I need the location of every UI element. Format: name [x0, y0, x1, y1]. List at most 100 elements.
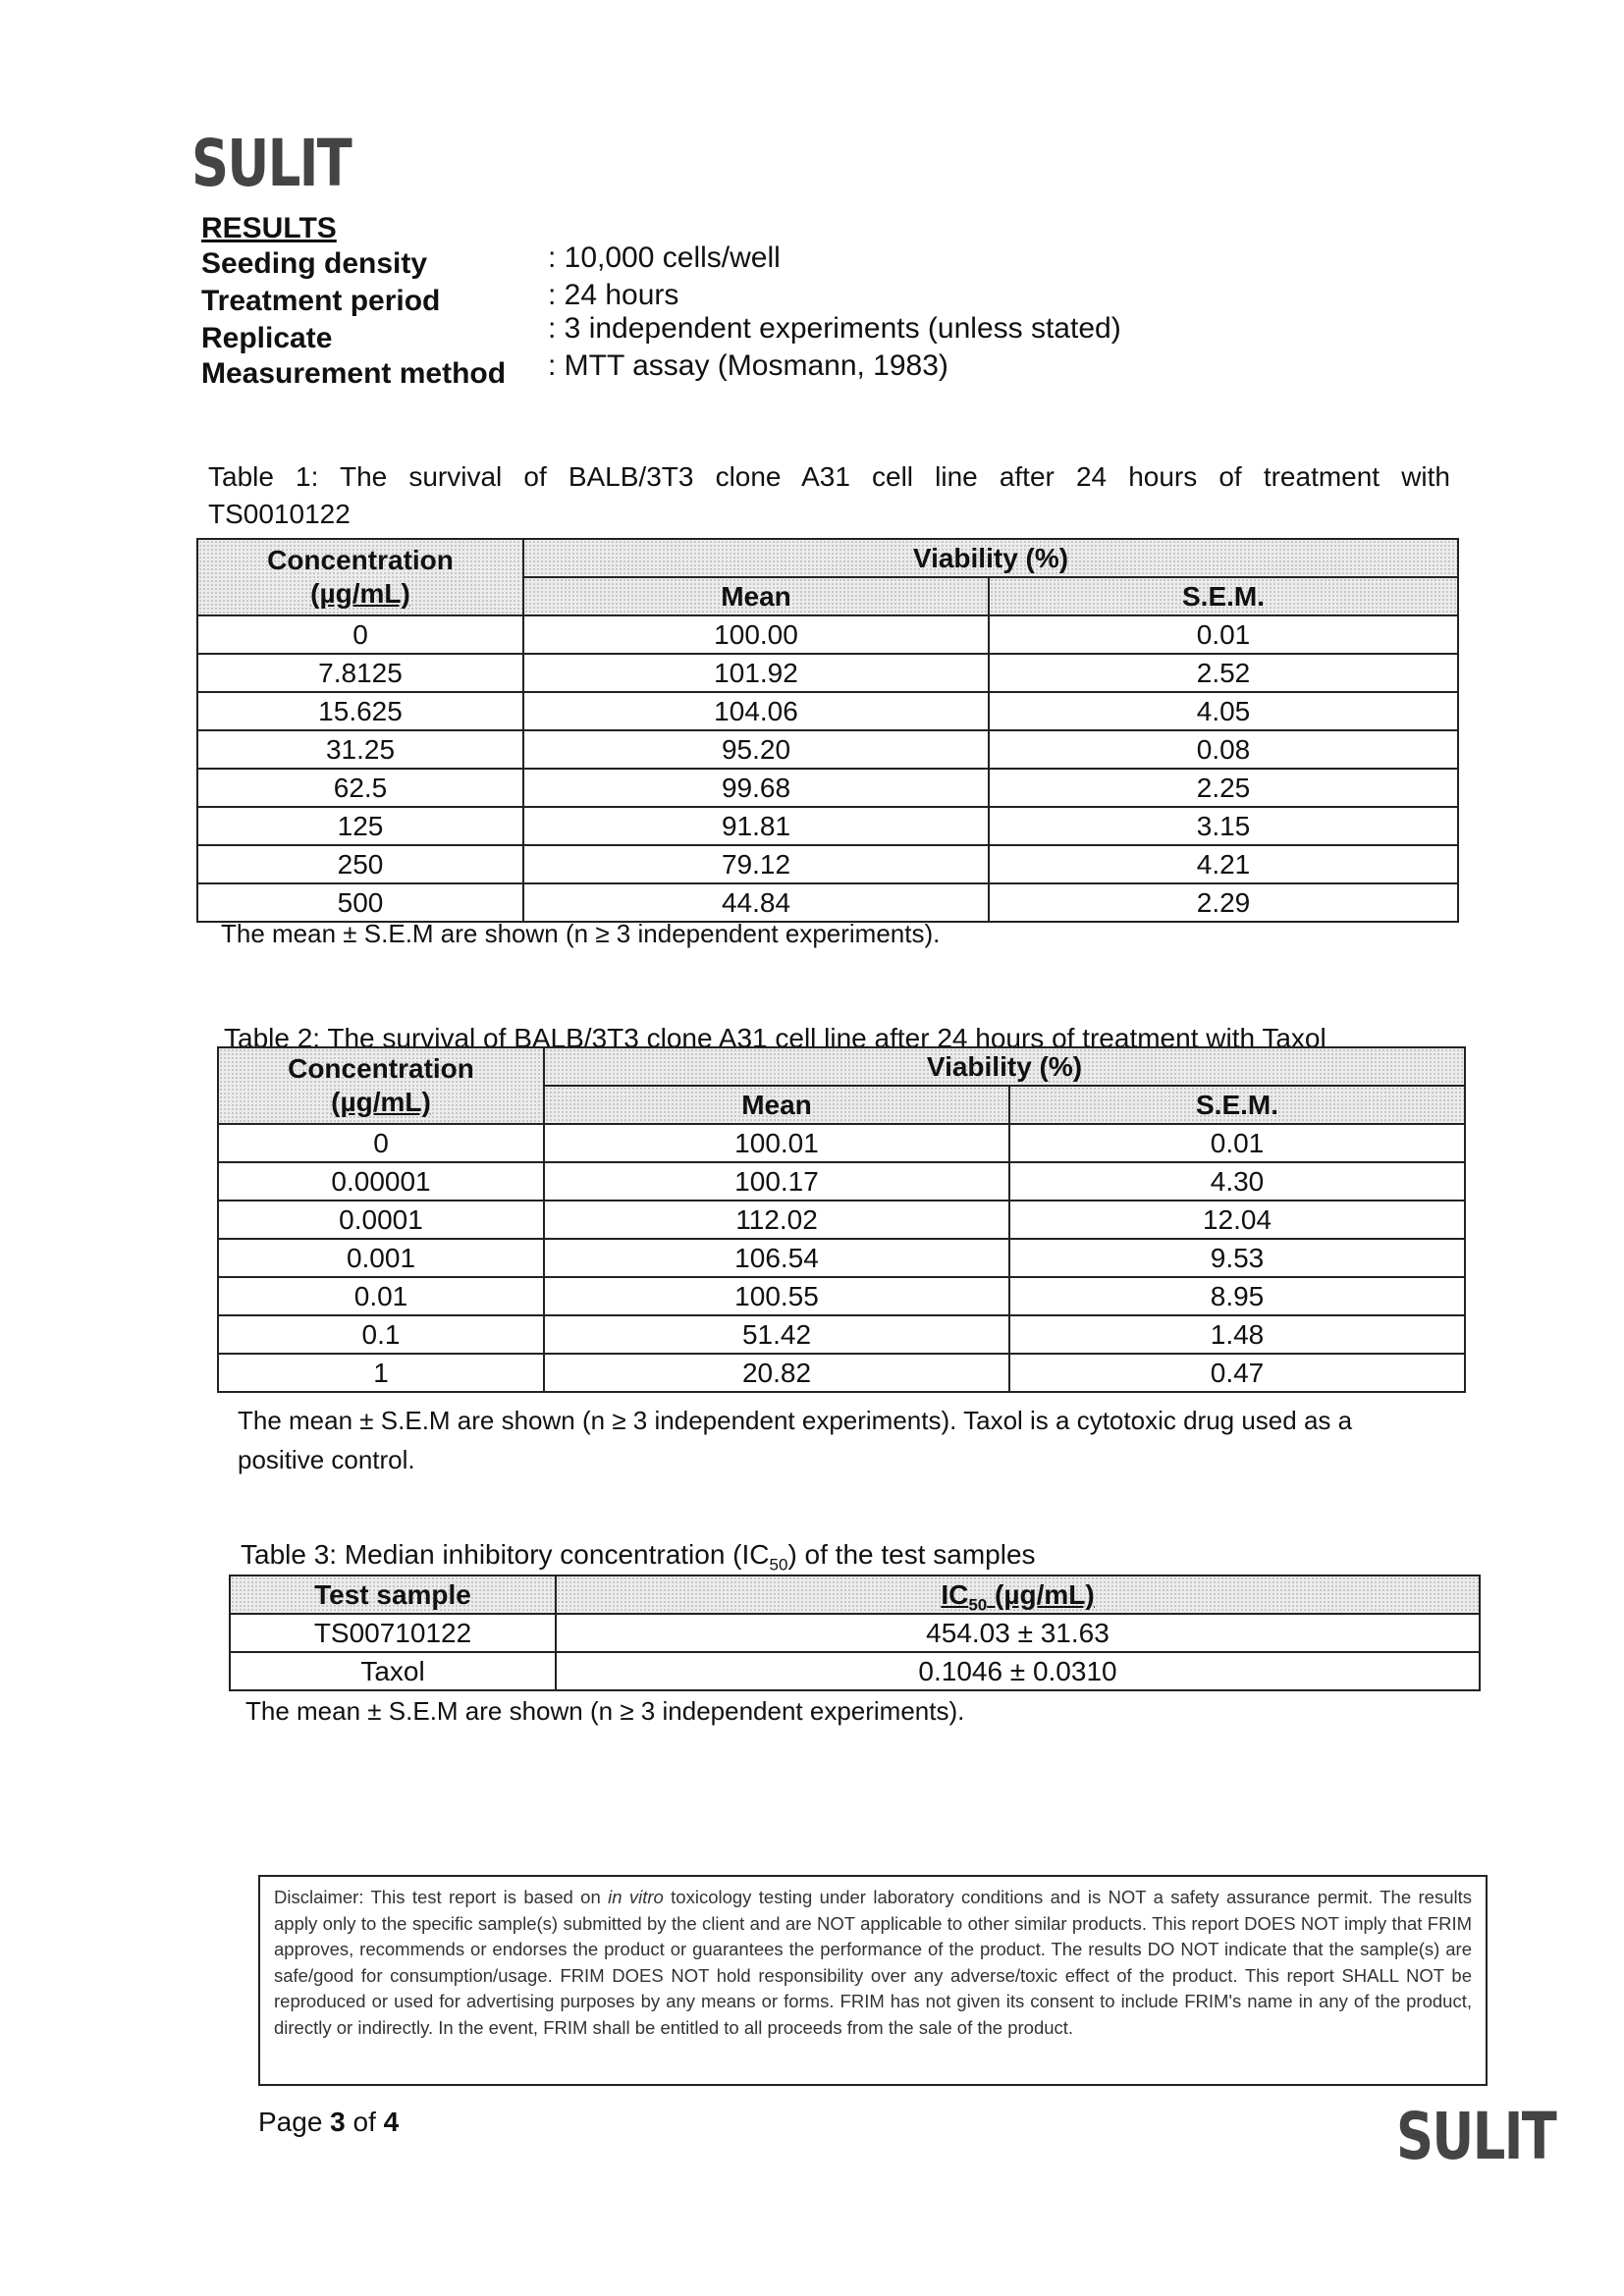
- table-row: 15.625 104.06 4.05: [196, 691, 1459, 731]
- table-cell: 100.00: [522, 614, 990, 655]
- table-cell: 15.625: [196, 691, 524, 731]
- info-label: Treatment period: [201, 285, 441, 317]
- table-row: 500 44.84 2.29: [196, 882, 1459, 923]
- page-number: Page 3 of 4: [258, 2107, 400, 2137]
- header-sem: S.E.M.: [988, 576, 1459, 616]
- disclaimer-box: Disclaimer: This test report is based on…: [258, 1875, 1488, 2086]
- info-label: Measurement method: [201, 357, 507, 390]
- table3: Test sample IC50 (µg/mL) TS00710122 454.0…: [229, 1575, 1481, 1691]
- table-row: 62.5 99.68 2.25: [196, 768, 1459, 808]
- table-row: 0.0001 112.02 12.04: [217, 1200, 1466, 1240]
- table1-footnote: The mean ± S.E.M are shown (n ≥ 3 indepe…: [221, 919, 941, 948]
- table-cell: 62.5: [196, 768, 524, 808]
- header-viability: Viability (%): [543, 1046, 1466, 1087]
- header-concentration: Concentration (µg/mL): [196, 538, 524, 616]
- table-cell: 4.30: [1008, 1161, 1466, 1201]
- table-cell: 0.00001: [217, 1161, 545, 1201]
- table-cell: 500: [196, 882, 524, 923]
- table-row: 125 91.81 3.15: [196, 806, 1459, 846]
- info-label: Replicate: [201, 322, 333, 354]
- table-row: Taxol 0.1046 ± 0.0310: [229, 1651, 1481, 1691]
- table-cell: 0.0001: [217, 1200, 545, 1240]
- table-cell: 454.03 ± 31.63: [555, 1613, 1481, 1653]
- table-cell: Taxol: [229, 1651, 557, 1691]
- table-cell: 125: [196, 806, 524, 846]
- table-cell: 106.54: [543, 1238, 1010, 1278]
- table-cell: 12.04: [1008, 1200, 1466, 1240]
- table-cell: 112.02: [543, 1200, 1010, 1240]
- table-cell: 2.52: [988, 653, 1459, 693]
- table2-footnote-line2: positive control.: [238, 1445, 415, 1474]
- table-row: 1 20.82 0.47: [217, 1353, 1466, 1393]
- table-cell: TS00710122: [229, 1613, 557, 1653]
- info-label: Seeding density: [201, 247, 428, 280]
- table-row: 0 100.00 0.01: [196, 614, 1459, 655]
- table-cell: 0.1: [217, 1314, 545, 1355]
- table1-title-line2: TS0010122: [208, 499, 351, 529]
- table-row: 31.25 95.20 0.08: [196, 729, 1459, 770]
- table-cell: 0.001: [217, 1238, 545, 1278]
- table-cell: 8.95: [1008, 1276, 1466, 1316]
- table-cell: 3.15: [988, 806, 1459, 846]
- table-cell: 100.01: [543, 1123, 1010, 1163]
- table-cell: 100.17: [543, 1161, 1010, 1201]
- table-cell: 44.84: [522, 882, 990, 923]
- table-cell: 250: [196, 844, 524, 884]
- table3-footnote: The mean ± S.E.M are shown (n ≥ 3 indepe…: [245, 1696, 965, 1726]
- table-cell: 51.42: [543, 1314, 1010, 1355]
- table-row: 0 100.01 0.01: [217, 1123, 1466, 1163]
- table2: Concentration (µg/mL) Viability (%) Mean S…: [217, 1046, 1466, 1393]
- table-row: TS00710122 454.03 ± 31.63: [229, 1613, 1481, 1653]
- table-cell: 1.48: [1008, 1314, 1466, 1355]
- table-cell: 1: [217, 1353, 545, 1393]
- table-row: 0.001 106.54 9.53: [217, 1238, 1466, 1278]
- table-cell: 7.8125: [196, 653, 524, 693]
- table-row: 7.8125 101.92 2.52: [196, 653, 1459, 693]
- table-cell: 31.25: [196, 729, 524, 770]
- table-cell: 2.29: [988, 882, 1459, 923]
- header-test-sample: Test sample: [229, 1575, 557, 1615]
- results-heading: RESULTS: [201, 212, 337, 244]
- info-value: : 3 independent experiments (unless stat…: [548, 312, 1121, 345]
- table-cell: 4.05: [988, 691, 1459, 731]
- header-sem: S.E.M.: [1008, 1085, 1466, 1125]
- table-cell: 2.25: [988, 768, 1459, 808]
- table-row: 250 79.12 4.21: [196, 844, 1459, 884]
- table-cell: 0.01: [1008, 1123, 1466, 1163]
- table1-title-line1: Table 1: The survival of BALB/3T3 clone …: [208, 461, 1450, 492]
- header-concentration: Concentration (µg/mL): [217, 1046, 545, 1125]
- table2-footnote-line1: The mean ± S.E.M are shown (n ≥ 3 indepe…: [238, 1406, 1353, 1435]
- table3-title: Table 3: Median inhibitory concentration…: [241, 1539, 1036, 1575]
- table-cell: 0: [217, 1123, 545, 1163]
- sulit-stamp-top: SULIT: [191, 126, 352, 201]
- header-mean: Mean: [543, 1085, 1010, 1125]
- table-row: 0.00001 100.17 4.30: [217, 1161, 1466, 1201]
- table-cell: 0.01: [217, 1276, 545, 1316]
- table-cell: 100.55: [543, 1276, 1010, 1316]
- table-cell: 9.53: [1008, 1238, 1466, 1278]
- table-cell: 4.21: [988, 844, 1459, 884]
- table-cell: 20.82: [543, 1353, 1010, 1393]
- header-viability: Viability (%): [522, 538, 1459, 578]
- table-cell: 79.12: [522, 844, 990, 884]
- table-cell: 0.1046 ± 0.0310: [555, 1651, 1481, 1691]
- header-mean: Mean: [522, 576, 990, 616]
- info-value: : 10,000 cells/well: [548, 241, 781, 274]
- table-cell: 0.47: [1008, 1353, 1466, 1393]
- table-cell: 101.92: [522, 653, 990, 693]
- sulit-stamp-bottom: SULIT: [1396, 2099, 1557, 2174]
- table-cell: 0.08: [988, 729, 1459, 770]
- table-row: 0.01 100.55 8.95: [217, 1276, 1466, 1316]
- table-cell: 91.81: [522, 806, 990, 846]
- header-ic50: IC50 (µg/mL): [555, 1575, 1481, 1615]
- info-value: : 24 hours: [548, 279, 679, 311]
- table-cell: 0.01: [988, 614, 1459, 655]
- table-cell: 0: [196, 614, 524, 655]
- table-row: 0.1 51.42 1.48: [217, 1314, 1466, 1355]
- disclaimer-label: Disclaimer:: [274, 1887, 364, 1907]
- table-cell: 104.06: [522, 691, 990, 731]
- table1: Concentration (µg/mL) Viability (%) Mean S…: [196, 538, 1459, 923]
- table-cell: 99.68: [522, 768, 990, 808]
- info-value: : MTT assay (Mosmann, 1983): [548, 349, 948, 382]
- table-cell: 95.20: [522, 729, 990, 770]
